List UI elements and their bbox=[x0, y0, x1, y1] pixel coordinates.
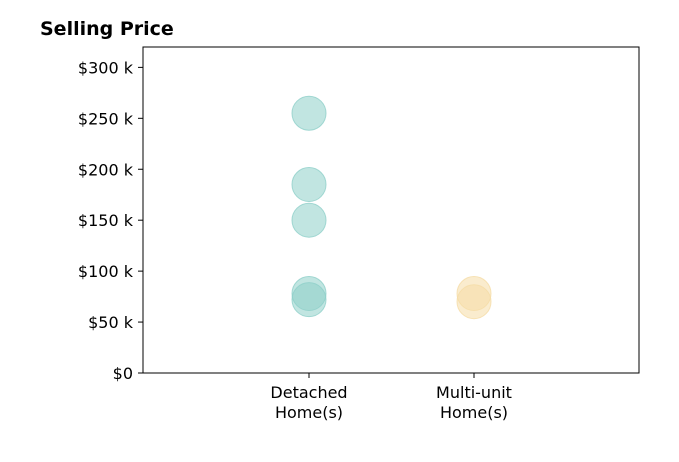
x-category-label: Home(s) bbox=[275, 403, 343, 422]
y-tick-label: $100 k bbox=[78, 262, 134, 281]
y-tick-label: $150 k bbox=[78, 211, 134, 230]
plot-area bbox=[142, 46, 640, 374]
x-category-label: Detached bbox=[270, 383, 347, 402]
data-point bbox=[291, 202, 327, 238]
y-tick-label: $250 k bbox=[78, 109, 134, 128]
data-points bbox=[291, 95, 492, 320]
y-tick-label: $0 bbox=[113, 364, 133, 383]
data-point bbox=[291, 167, 327, 203]
data-point bbox=[456, 284, 492, 320]
y-tick-label: $300 k bbox=[78, 58, 134, 77]
x-category-label: Multi-unit bbox=[436, 383, 512, 402]
data-point bbox=[291, 282, 327, 318]
y-axis: $0 $50 k $100 k $150 k $200 k $250 k $300 k bbox=[78, 58, 143, 383]
y-tick-label: $50 k bbox=[88, 313, 134, 332]
x-category-label: Home(s) bbox=[440, 403, 508, 422]
data-point bbox=[291, 95, 327, 131]
chart-title: Selling Price bbox=[40, 18, 174, 40]
y-tick-label: $200 k bbox=[78, 160, 134, 179]
